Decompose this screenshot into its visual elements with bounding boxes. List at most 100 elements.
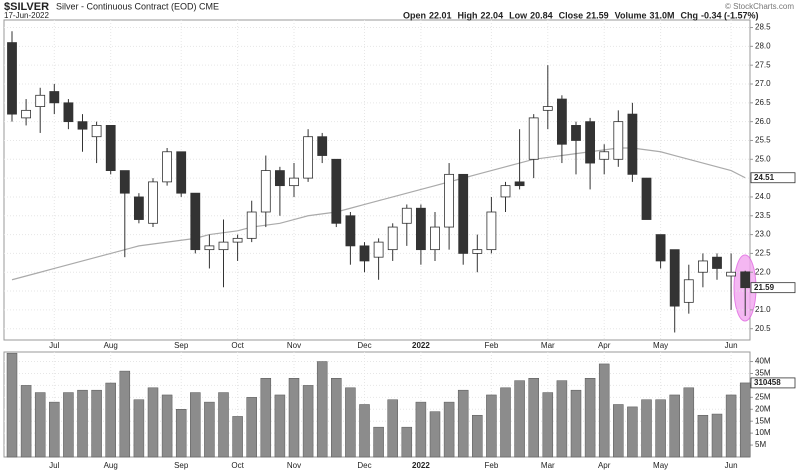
volume-bar <box>711 413 723 458</box>
candle-body <box>190 192 201 251</box>
x-tick-label: May <box>653 341 668 350</box>
candle-body <box>91 125 102 138</box>
x-tick-label: Feb <box>485 461 499 470</box>
candle-body <box>655 234 666 262</box>
volume-bar <box>91 389 102 458</box>
candle-body <box>514 181 525 187</box>
volume-bar <box>613 404 624 458</box>
volume-bar <box>627 406 638 458</box>
volume-bar <box>345 387 356 458</box>
volume-bar <box>528 378 539 458</box>
quote-value: 22.01 <box>429 10 452 20</box>
volume-bar <box>373 426 384 458</box>
x-tick-label: Nov <box>287 461 301 470</box>
y-tick-label: 26.5 <box>755 98 771 107</box>
subtitle: Silver - Continuous Contract (EOD) CME <box>56 1 219 11</box>
candle-body <box>415 207 426 251</box>
y-tick-label: 28.5 <box>755 23 771 32</box>
x-tick-label: Aug <box>104 341 118 350</box>
y-tick-label: 25.5 <box>755 136 771 145</box>
quote-label: Close <box>559 10 584 20</box>
quote-label: Volume <box>615 10 647 20</box>
y-tick-label: 24.0 <box>755 192 771 201</box>
volume-bar <box>20 385 32 458</box>
candle-body <box>472 249 483 254</box>
y-tick-label: 23.5 <box>755 211 771 220</box>
volume-bar <box>415 401 427 458</box>
volume-bar <box>190 392 201 458</box>
x-tick-label: Dec <box>357 461 371 470</box>
volume-bar <box>77 389 88 458</box>
candle-body <box>49 91 60 104</box>
candle-body <box>345 215 356 247</box>
y-tick-label: 5M <box>755 440 766 449</box>
candle-body <box>148 181 158 224</box>
x-tick-label: Nov <box>287 341 301 350</box>
candle-body <box>232 237 243 243</box>
volume-bar <box>598 363 610 458</box>
x-tick-label: Jul <box>49 461 59 470</box>
volume-bar <box>161 394 173 458</box>
last-price-label-box <box>750 282 796 294</box>
x-tick-label: 2022 <box>412 461 430 470</box>
x-tick-label: Feb <box>485 341 499 350</box>
last-price-label: 21.59 <box>754 283 775 292</box>
volume-bar <box>556 380 568 458</box>
x-tick-label: Jun <box>725 461 738 470</box>
x-tick-label: Mar <box>541 461 555 470</box>
candle-body <box>585 121 595 164</box>
candle-body <box>274 170 285 187</box>
date: 17-Jun-2022 <box>4 11 49 20</box>
volume-last-label: 310458 <box>754 378 781 387</box>
credit: © StockCharts.com <box>725 2 794 11</box>
ma-last-label-box <box>750 172 796 184</box>
quote-value: 20.84 <box>530 10 553 20</box>
volume-bar <box>443 401 455 458</box>
candle-body <box>726 271 736 277</box>
volume-bar <box>6 352 18 458</box>
x-tick-label: Aug <box>104 461 118 470</box>
y-tick-label: 26.0 <box>755 117 771 126</box>
x-tick-label: 2022 <box>412 341 430 350</box>
candle-body <box>669 249 680 307</box>
candle-body <box>486 211 497 251</box>
candle-body <box>246 211 257 239</box>
x-tick-label: Mar <box>541 341 555 350</box>
y-tick-label: 23.0 <box>755 230 771 239</box>
candle-body <box>77 121 88 130</box>
volume-bar <box>34 392 46 458</box>
volume-bar <box>274 394 286 458</box>
symbol: $SILVER <box>4 1 49 13</box>
volume-bar <box>401 426 413 458</box>
volume-bar <box>246 397 257 458</box>
y-tick-label: 25.0 <box>755 154 771 163</box>
volume-bar <box>260 378 272 458</box>
volume-bar <box>669 394 680 458</box>
x-tick-label: Oct <box>231 461 244 470</box>
quote-value: 21.59 <box>586 10 609 20</box>
candle-body <box>35 94 46 107</box>
ma-last-label: 24.51 <box>754 173 775 182</box>
quote-label: Open <box>403 10 426 20</box>
y-tick-label: 21.0 <box>755 305 771 314</box>
candle-body <box>683 279 694 303</box>
x-tick-label: Apr <box>598 461 611 470</box>
volume-bar <box>316 361 328 458</box>
y-tick-label: 35M <box>755 369 771 378</box>
candle-body <box>317 136 328 156</box>
volume-bar <box>204 401 215 458</box>
candle-body <box>401 207 412 224</box>
quote-label: Low <box>509 10 528 20</box>
candle-body <box>359 245 370 262</box>
volume-bar <box>232 416 243 458</box>
quote-value: 31.0M <box>650 10 675 20</box>
volume-bar <box>457 389 469 458</box>
volume-bar <box>486 394 497 458</box>
quote-value: -0.34 (-1.57%) <box>701 10 759 20</box>
price-panel <box>3 19 751 341</box>
candle-body <box>627 113 638 175</box>
volume-bar <box>175 409 187 458</box>
volume-bar <box>387 399 398 458</box>
volume-bar <box>514 380 525 458</box>
